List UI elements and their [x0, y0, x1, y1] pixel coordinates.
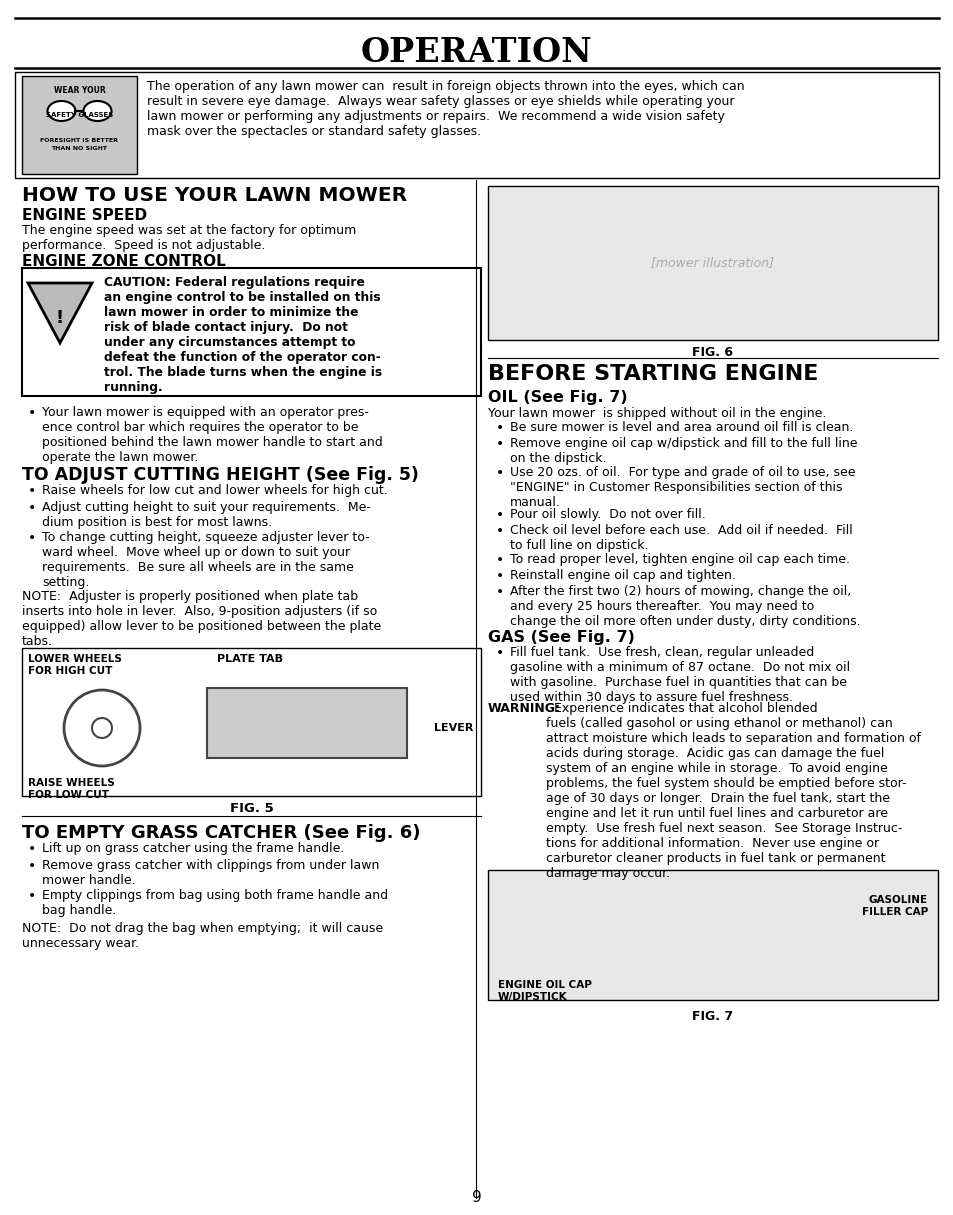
Text: •: • — [496, 553, 504, 567]
Text: •: • — [496, 646, 504, 660]
Text: •: • — [496, 584, 504, 599]
Text: NOTE:  Adjuster is properly positioned when plate tab
inserts into hole in lever: NOTE: Adjuster is properly positioned wh… — [22, 590, 381, 648]
Text: Check oil level before each use.  Add oil if needed.  Fill
to full line on dipst: Check oil level before each use. Add oil… — [510, 524, 852, 552]
Text: •: • — [28, 889, 36, 903]
Text: OPERATION: OPERATION — [361, 35, 592, 68]
Text: Pour oil slowly.  Do not over fill.: Pour oil slowly. Do not over fill. — [510, 508, 705, 521]
Text: GASOLINE
FILLER CAP: GASOLINE FILLER CAP — [861, 895, 927, 916]
Text: FIG. 5: FIG. 5 — [230, 802, 274, 815]
Text: •: • — [28, 501, 36, 515]
Bar — [22, 269, 480, 396]
Text: LOWER WHEELS
FOR HIGH CUT: LOWER WHEELS FOR HIGH CUT — [28, 654, 122, 676]
Text: LEVER: LEVER — [434, 723, 473, 733]
Text: •: • — [28, 406, 36, 420]
Text: BEFORE STARTING ENGINE: BEFORE STARTING ENGINE — [488, 364, 818, 384]
Bar — [488, 870, 937, 1000]
Text: FORESIGHT IS BETTER: FORESIGHT IS BETTER — [40, 139, 118, 143]
Text: THAN NO SIGHT: THAN NO SIGHT — [51, 146, 108, 151]
Text: ENGINE SPEED: ENGINE SPEED — [22, 208, 147, 224]
Text: •: • — [496, 524, 504, 538]
Text: RAISE WHEELS
FOR LOW CUT: RAISE WHEELS FOR LOW CUT — [28, 778, 114, 799]
Text: •: • — [496, 437, 504, 451]
Text: ENGINE OIL CAP
W/DIPSTICK: ENGINE OIL CAP W/DIPSTICK — [497, 981, 591, 1001]
Text: Adjust cutting height to suit your requirements.  Me-
dium position is best for : Adjust cutting height to suit your requi… — [42, 501, 371, 529]
Text: Your lawn mower  is shipped without oil in the engine.: Your lawn mower is shipped without oil i… — [488, 407, 825, 420]
Text: 9: 9 — [472, 1189, 481, 1205]
Text: TO ADJUST CUTTING HEIGHT (See Fig. 5): TO ADJUST CUTTING HEIGHT (See Fig. 5) — [22, 467, 418, 484]
Text: Lift up on grass catcher using the frame handle.: Lift up on grass catcher using the frame… — [42, 842, 344, 855]
Text: Reinstall engine oil cap and tighten.: Reinstall engine oil cap and tighten. — [510, 569, 735, 582]
Text: •: • — [28, 531, 36, 546]
Text: WEAR YOUR: WEAR YOUR — [53, 86, 105, 95]
Text: Raise wheels for low cut and lower wheels for high cut.: Raise wheels for low cut and lower wheel… — [42, 484, 387, 497]
Text: CAUTION: Federal regulations require
an engine control to be installed on this
l: CAUTION: Federal regulations require an … — [104, 276, 382, 394]
Ellipse shape — [84, 101, 112, 122]
Bar — [22, 77, 137, 174]
Text: Empty clippings from bag using both frame handle and
bag handle.: Empty clippings from bag using both fram… — [42, 889, 388, 917]
Text: The engine speed was set at the factory for optimum
performance.  Speed is not a: The engine speed was set at the factory … — [22, 224, 355, 252]
Text: TO EMPTY GRASS CATCHER (See Fig. 6): TO EMPTY GRASS CATCHER (See Fig. 6) — [22, 824, 420, 842]
Text: FIG. 6: FIG. 6 — [692, 346, 733, 358]
Text: SAFETY GLASSES: SAFETY GLASSES — [46, 112, 113, 118]
Text: GAS (See Fig. 7): GAS (See Fig. 7) — [488, 631, 634, 645]
Text: The operation of any lawn mower can  result in foreign objects thrown into the e: The operation of any lawn mower can resu… — [147, 80, 744, 139]
Polygon shape — [28, 283, 91, 343]
Text: HOW TO USE YOUR LAWN MOWER: HOW TO USE YOUR LAWN MOWER — [22, 186, 407, 205]
Text: Remove engine oil cap w/dipstick and fill to the full line
on the dipstick.: Remove engine oil cap w/dipstick and fil… — [510, 437, 857, 465]
Text: •: • — [496, 569, 504, 583]
Text: NOTE:  Do not drag the bag when emptying;  it will cause
unnecessary wear.: NOTE: Do not drag the bag when emptying;… — [22, 922, 383, 950]
Text: •: • — [496, 467, 504, 480]
Text: To read proper level, tighten engine oil cap each time.: To read proper level, tighten engine oil… — [510, 553, 849, 566]
Text: Your lawn mower is equipped with an operator pres-
ence control bar which requir: Your lawn mower is equipped with an oper… — [42, 406, 382, 464]
Ellipse shape — [48, 101, 75, 122]
Text: OIL (See Fig. 7): OIL (See Fig. 7) — [488, 390, 627, 405]
Text: •: • — [28, 859, 36, 874]
Text: •: • — [496, 422, 504, 435]
Text: Use 20 ozs. of oil.  For type and grade of oil to use, see
"ENGINE" in Customer : Use 20 ozs. of oil. For type and grade o… — [510, 467, 855, 509]
Text: [mower illustration]: [mower illustration] — [651, 256, 774, 270]
Bar — [15, 72, 938, 179]
Bar — [22, 648, 480, 796]
Text: Fill fuel tank.  Use fresh, clean, regular unleaded
gasoline with a minimum of 8: Fill fuel tank. Use fresh, clean, regula… — [510, 646, 849, 703]
Text: To change cutting height, squeeze adjuster lever to-
ward wheel.  Move wheel up : To change cutting height, squeeze adjust… — [42, 531, 369, 589]
Text: •: • — [28, 484, 36, 498]
Text: Remove grass catcher with clippings from under lawn
mower handle.: Remove grass catcher with clippings from… — [42, 859, 379, 887]
Text: •: • — [496, 508, 504, 522]
Text: Experience indicates that alcohol blended
fuels (called gasohol or using ethanol: Experience indicates that alcohol blende… — [545, 702, 920, 880]
Text: FIG. 7: FIG. 7 — [692, 1010, 733, 1023]
Text: After the first two (2) hours of mowing, change the oil,
and every 25 hours ther: After the first two (2) hours of mowing,… — [510, 584, 860, 628]
Bar — [488, 186, 937, 340]
Text: •: • — [28, 842, 36, 857]
Text: PLATE TAB: PLATE TAB — [216, 654, 283, 665]
Text: !: ! — [56, 309, 64, 327]
Text: ENGINE ZONE CONTROL: ENGINE ZONE CONTROL — [22, 254, 226, 269]
Text: WARNING:: WARNING: — [488, 702, 560, 714]
Text: Be sure mower is level and area around oil fill is clean.: Be sure mower is level and area around o… — [510, 422, 853, 434]
Bar — [207, 688, 407, 758]
